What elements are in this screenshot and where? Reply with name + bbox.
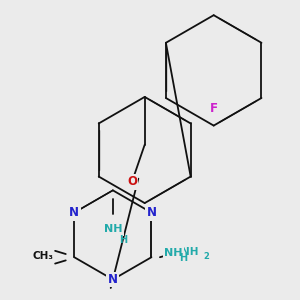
Text: F: F	[210, 102, 218, 115]
Text: NH: NH	[104, 224, 123, 234]
Text: H: H	[119, 235, 127, 245]
Text: CH₃: CH₃	[32, 254, 53, 264]
Text: CH₃: CH₃	[32, 251, 53, 261]
Text: N: N	[146, 206, 157, 219]
Text: NH: NH	[164, 248, 183, 258]
Text: 2: 2	[203, 252, 209, 261]
Text: NH: NH	[181, 247, 198, 257]
Text: H: H	[179, 253, 187, 263]
Text: N: N	[108, 273, 118, 286]
Text: O: O	[127, 175, 137, 188]
Text: N: N	[69, 206, 79, 219]
